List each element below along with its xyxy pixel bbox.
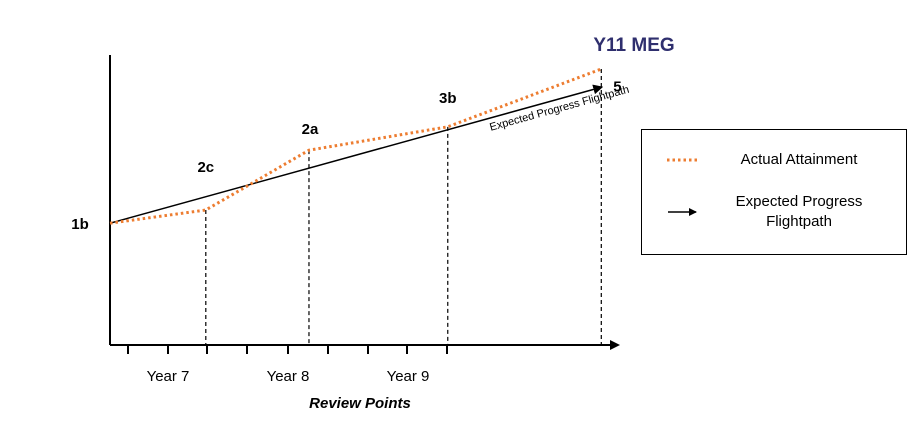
x-axis-title: Review Points xyxy=(309,395,411,412)
legend-item-expected: Expected Progress Flightpath xyxy=(642,192,906,232)
legend-label-expected: Expected Progress Flightpath xyxy=(735,193,863,230)
legend-item-actual: Actual Attainment xyxy=(642,150,906,170)
legend-label-actual: Actual Attainment xyxy=(740,151,858,168)
x-tick-label-year8: Year 8 xyxy=(267,368,310,385)
actual-attainment-line xyxy=(109,67,602,225)
x-axis-ticks xyxy=(127,345,448,354)
review-point-label-1: 2c xyxy=(197,159,214,176)
x-tick-label-year9: Year 9 xyxy=(387,368,430,385)
expected-flightpath-annotation: Expected Progress Flightpath xyxy=(488,84,630,134)
review-point-label-4: 5 xyxy=(613,78,621,95)
review-point-label-0: 1b xyxy=(71,216,89,233)
legend: Actual Attainment Expected Progress Flig… xyxy=(641,129,907,255)
expected-flightpath-line xyxy=(109,84,604,224)
legend-swatch-actual xyxy=(666,157,700,163)
legend-swatch-expected xyxy=(666,206,700,218)
review-point-label-3: 3b xyxy=(439,90,457,107)
review-point-label-2: 2a xyxy=(302,121,319,138)
chart-title: Y11 MEG xyxy=(593,35,674,56)
x-tick-label-year7: Year 7 xyxy=(147,368,190,385)
